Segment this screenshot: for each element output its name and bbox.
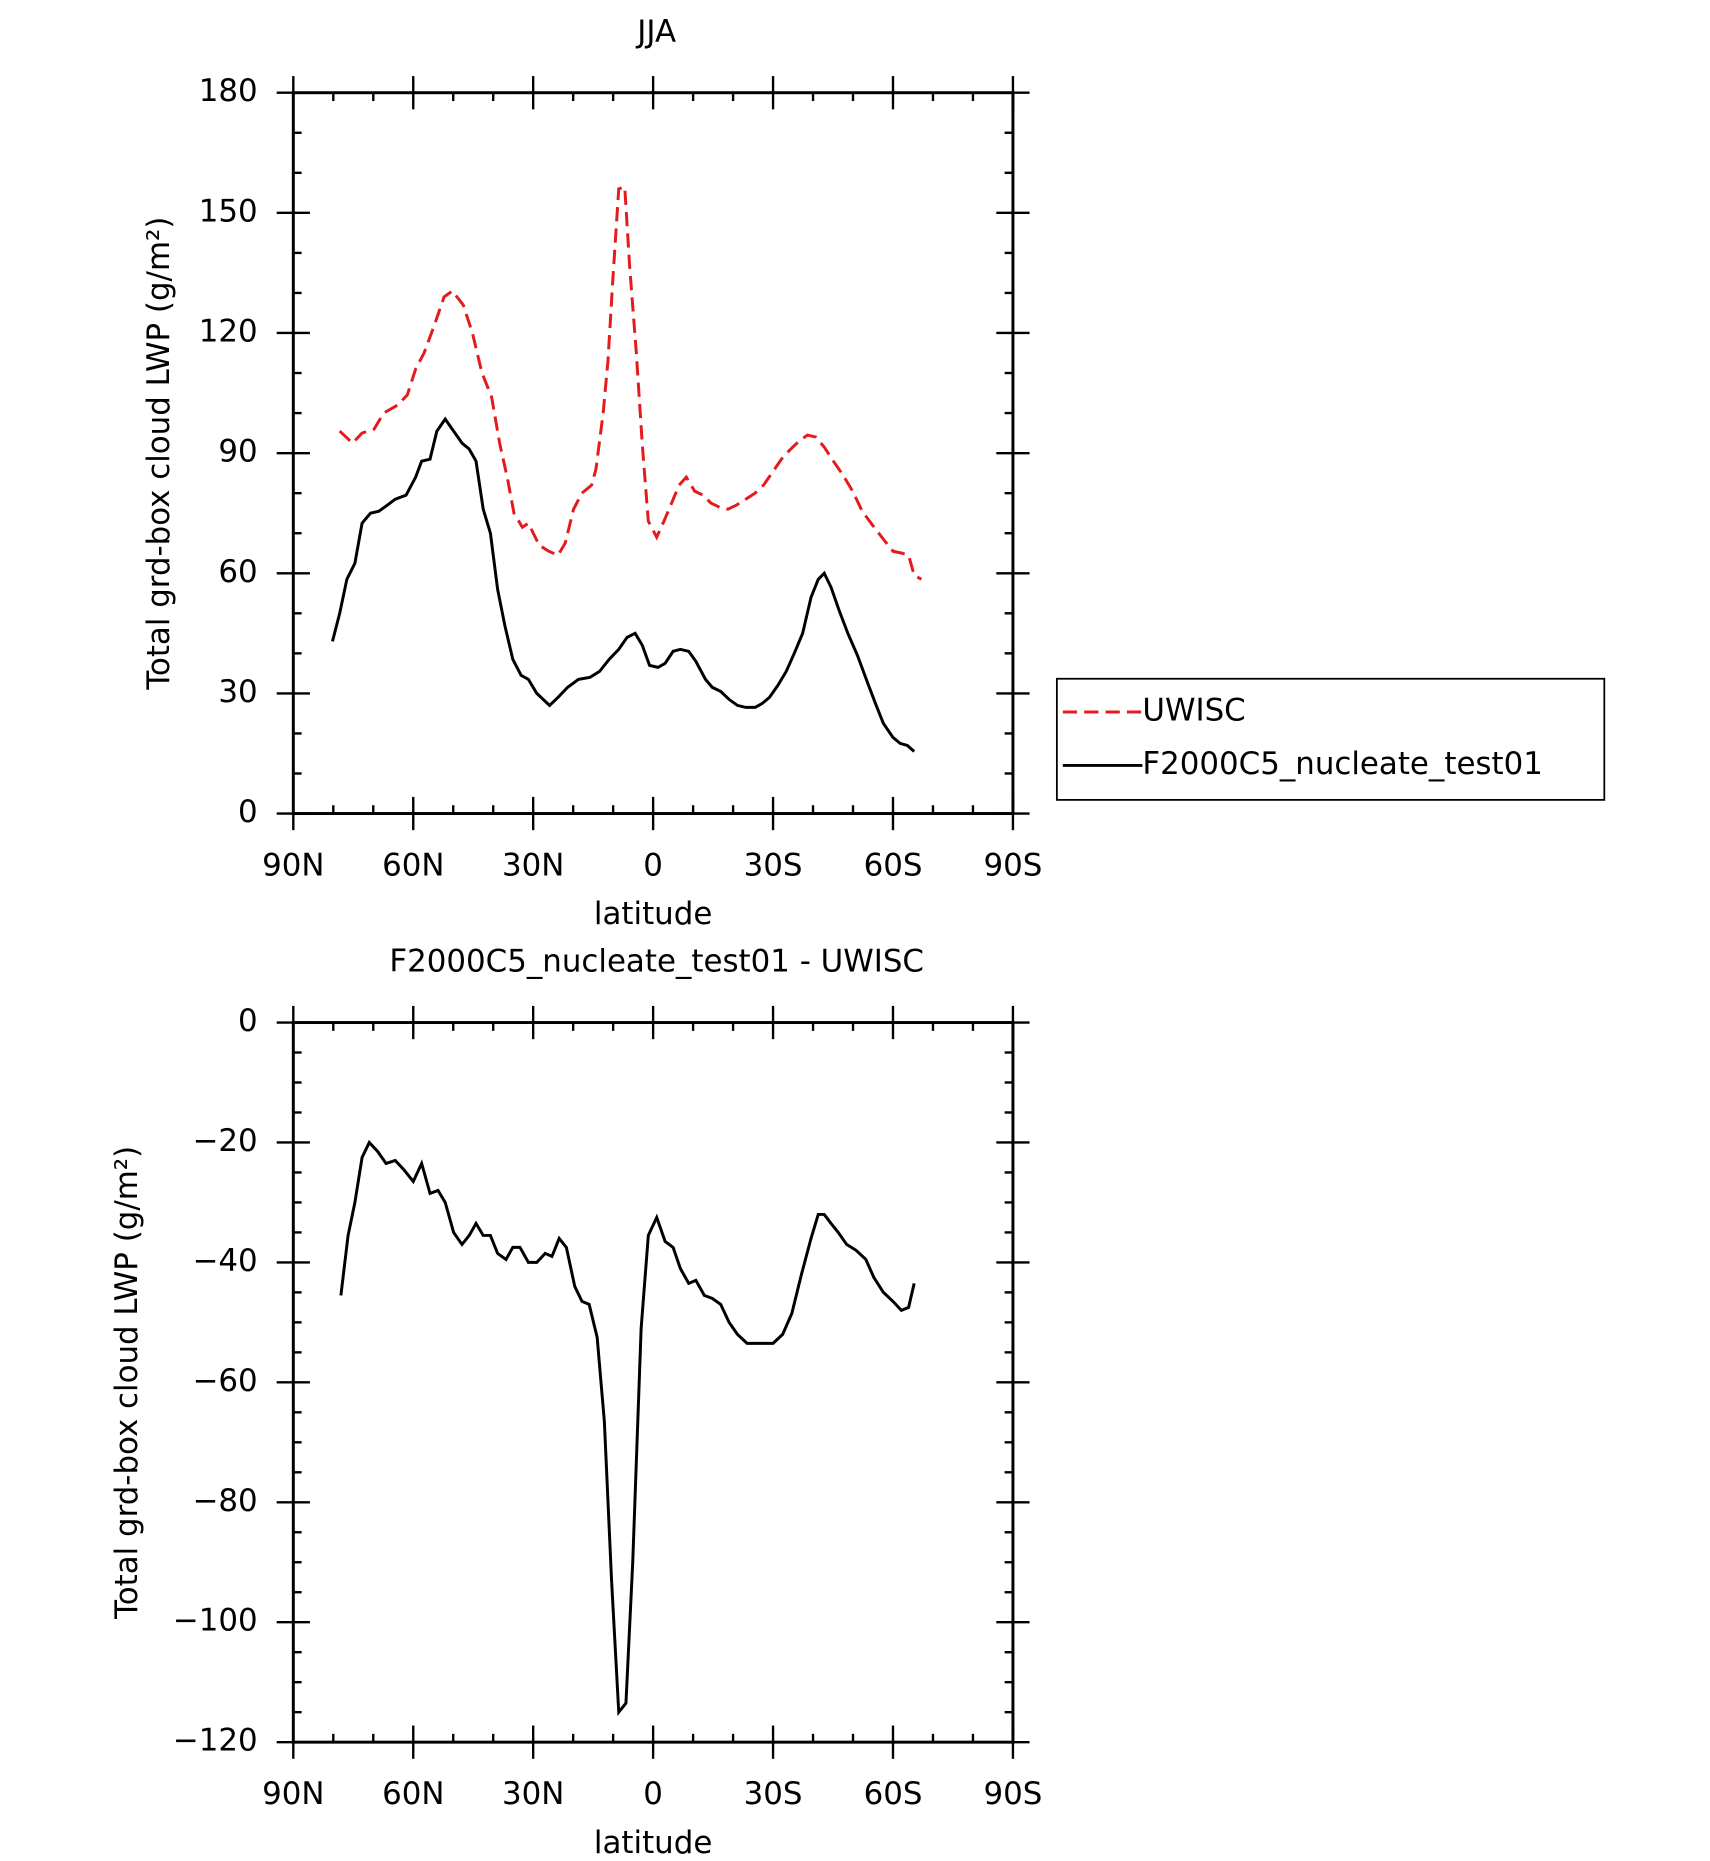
- x-tick-label: 60N: [382, 1776, 444, 1812]
- x-tick-label: 30S: [744, 1776, 803, 1812]
- x-tick-label: 90S: [984, 847, 1043, 883]
- panel: JJA latitude Total grd-box cloud LWP (g/m²…: [141, 14, 1606, 932]
- chart-title: JJA: [635, 14, 676, 50]
- legend-box: [1055, 677, 1606, 801]
- legend-label: UWISC: [1142, 693, 1245, 729]
- y-tick-label: 0: [238, 794, 258, 830]
- x-tick-label: 90N: [262, 847, 324, 883]
- y-tick-label: −80: [193, 1483, 258, 1519]
- y-tick-label: −100: [173, 1603, 258, 1639]
- x-tick-label: 0: [643, 1776, 663, 1812]
- x-axis-label: latitude: [594, 1825, 712, 1861]
- y-tick-label: 0: [238, 1003, 258, 1039]
- data-line: [338, 184, 923, 581]
- y-tick-label: 90: [218, 434, 257, 470]
- legend-label: F2000C5_nucleate_test01: [1142, 746, 1543, 782]
- plot-frame: [291, 91, 1015, 816]
- y-tick-label: 150: [199, 193, 258, 229]
- x-tick-label: 60N: [382, 847, 444, 883]
- x-tick-label: 90S: [984, 1776, 1043, 1812]
- x-axis-label: latitude: [594, 896, 712, 932]
- y-tick-label: −20: [193, 1123, 258, 1159]
- data-line: [331, 416, 916, 753]
- y-tick-label: 30: [218, 674, 257, 710]
- x-tick-label: 60S: [864, 847, 923, 883]
- y-axis-label: Total grd-box cloud LWP (g/m²): [141, 217, 177, 691]
- y-tick-label: −120: [173, 1723, 258, 1759]
- chart-title: F2000C5_nucleate_test01 - UWISC: [389, 944, 924, 980]
- plot-frame: [291, 1021, 1015, 1744]
- data-line: [339, 1139, 916, 1717]
- y-tick-label: −40: [193, 1243, 258, 1279]
- y-tick-label: 60: [218, 554, 257, 590]
- x-tick-label: 30N: [502, 847, 564, 883]
- x-tick-label: 30N: [502, 1776, 564, 1812]
- panel: F2000C5_nucleate_test01 - UWISC latitude T…: [109, 944, 1043, 1861]
- x-tick-label: 60S: [864, 1776, 923, 1812]
- y-tick-label: 180: [199, 73, 258, 109]
- y-tick-label: −60: [193, 1363, 258, 1399]
- x-tick-label: 0: [643, 847, 663, 883]
- x-tick-label: 90N: [262, 1776, 324, 1812]
- y-axis-label: Total grd-box cloud LWP (g/m²): [109, 1146, 145, 1620]
- x-tick-label: 30S: [744, 847, 803, 883]
- y-tick-label: 120: [199, 313, 258, 349]
